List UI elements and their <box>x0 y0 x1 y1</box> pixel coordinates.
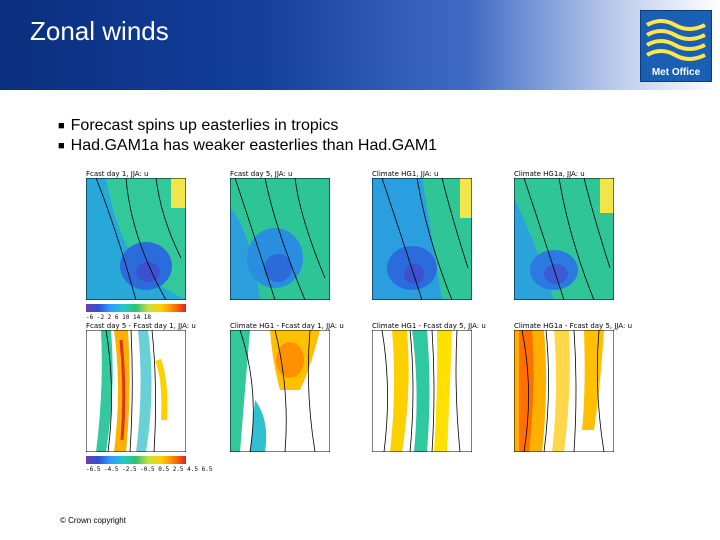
colorbar <box>86 304 186 312</box>
logo-waves-icon <box>646 19 706 61</box>
contour-panel: Climate HG1a - Fcast day 5, JJA: u <box>513 322 632 453</box>
contour-panel: Fcast day 5 - Fcast day 1, JJA: u <box>85 322 196 453</box>
bullet-list: ■ Forecast spins up easterlies in tropics… <box>58 116 437 156</box>
panel-title: Climate HG1, JJA: u <box>372 170 439 178</box>
colorbar-diff <box>86 456 186 464</box>
contour-plot <box>371 329 473 453</box>
panel-title: Fcast day 5 - Fcast day 1, JJA: u <box>86 322 196 330</box>
contour-panel: Climate HG1 - Fcast day 1, JJA: u <box>229 322 344 453</box>
bullet-icon: ■ <box>58 120 65 132</box>
copyright-text: © Crown copyright <box>60 516 126 525</box>
bullet-item: ■ Had.GAM1a has weaker easterlies than Ha… <box>58 136 437 156</box>
met-office-logo: Met Office <box>640 10 712 82</box>
slide-title: Zonal winds <box>30 16 169 46</box>
contour-panel: Climate HG1, JJA: u <box>371 170 473 301</box>
header-banner: Zonal winds Met Office <box>0 0 720 90</box>
contour-plot <box>371 177 473 301</box>
colorbar-labels: -6 -2 2 6 10 14 18 <box>86 314 152 321</box>
colorbar-diff-labels: -6.5 -4.5 -2.5 -0.5 0.5 2.5 4.5 6.5 <box>86 466 213 473</box>
contour-panel: Climate HG1 - Fcast day 5, JJA: u <box>371 322 486 453</box>
contour-panel: Fcast day 1, JJA: u <box>85 170 187 301</box>
bullet-item: ■ Forecast spins up easterlies in tropics <box>58 116 437 136</box>
bullet-text: Had.GAM1a has weaker easterlies than Had… <box>70 137 438 154</box>
panel-title: Climate HG1a - Fcast day 5, JJA: u <box>514 322 633 330</box>
contour-panel: Climate HG1a, JJA: u <box>513 170 615 301</box>
contour-plot <box>85 177 187 301</box>
contour-plot <box>229 329 331 453</box>
panel-title: Climate HG1 - Fcast day 1, JJA: u <box>230 322 344 330</box>
panel-title: Climate HG1 - Fcast day 5, JJA: u <box>372 322 486 330</box>
contour-panel: Fcast day 5, JJA: u <box>229 170 331 301</box>
contour-plot <box>513 329 615 453</box>
contour-plot <box>229 177 331 301</box>
panel-title: Climate HG1a, JJA: u <box>514 170 585 178</box>
panel-title: Fcast day 1, JJA: u <box>86 170 149 178</box>
bullet-text: Forecast spins up easterlies in tropics <box>70 117 339 134</box>
panel-title: Fcast day 5, JJA: u <box>230 170 293 178</box>
bullet-icon: ■ <box>58 140 65 152</box>
contour-plot <box>513 177 615 301</box>
contour-plot <box>85 329 187 453</box>
logo-text: Met Office <box>651 67 701 78</box>
